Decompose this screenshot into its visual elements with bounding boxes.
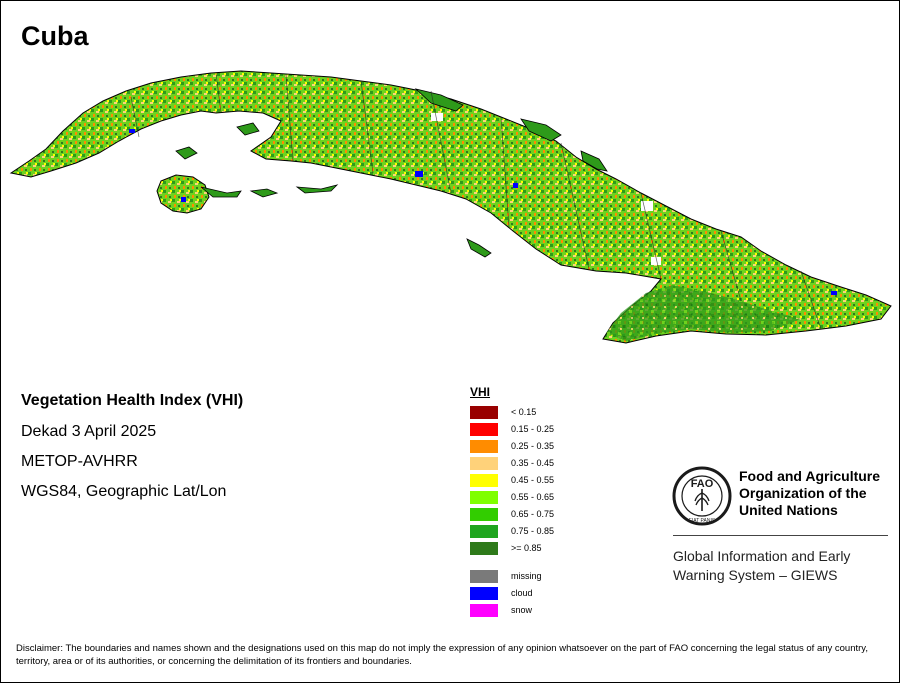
org-line-3: United Nations (739, 502, 838, 518)
fao-logo-motto: FIAT PANIS (689, 518, 716, 524)
legend-label: 0.45 - 0.55 (511, 475, 555, 485)
legend-swatch (470, 542, 498, 555)
legend-label: 0.15 - 0.25 (511, 424, 555, 434)
legend-swatch (470, 474, 498, 487)
cloud-patches (129, 129, 837, 295)
map-title: Vegetation Health Index (VHI) (21, 392, 244, 409)
legend-swatch (470, 423, 498, 436)
org-line-1: Food and Agriculture (739, 468, 881, 484)
legend-label: 0.35 - 0.45 (511, 458, 555, 468)
projection-label: WGS84, Geographic Lat/Lon (21, 483, 227, 500)
eastern-highlands (606, 285, 801, 341)
legend-label: missing (511, 571, 542, 581)
country-title: Cuba (21, 21, 89, 51)
legend-swatch (470, 587, 498, 600)
province-boundaries (130, 72, 822, 330)
legend-swatch (470, 508, 498, 521)
legend-swatch (470, 525, 498, 538)
legend-label: 0.65 - 0.75 (511, 509, 555, 519)
legend-swatch (470, 457, 498, 470)
legend-swatch (470, 440, 498, 453)
divider (673, 535, 888, 536)
fao-logo-icon: FAO FIAT PANIS (672, 466, 732, 526)
giews-system-name: Global Information and Early Warning Sys… (673, 547, 850, 585)
legend-label: cloud (511, 588, 533, 598)
legend-label: snow (511, 605, 533, 615)
cays (175, 88, 608, 258)
missing-patches (431, 113, 661, 265)
legend-label: 0.75 - 0.85 (511, 526, 555, 536)
legend-label: 0.25 - 0.35 (511, 441, 555, 451)
fao-organization-name: Food and Agriculture Organization of the… (739, 468, 880, 519)
sensor-label: METOP-AVHRR (21, 453, 138, 470)
system-line-2: Warning System – GIEWS (673, 567, 838, 583)
legend-swatch (470, 570, 498, 583)
cuba-main-island (9, 70, 892, 344)
fao-logo-text: FAO (691, 478, 714, 490)
legend-label: < 0.15 (511, 407, 537, 417)
system-line-1: Global Information and Early (673, 548, 851, 564)
legend-label: >= 0.85 (511, 543, 542, 553)
legend-label: 0.55 - 0.65 (511, 492, 555, 502)
isla-de-la-juventud (156, 174, 210, 214)
legend-title: VHI (470, 385, 491, 399)
legend-swatch (470, 491, 498, 504)
legend-swatch (470, 406, 498, 419)
legend-swatch (470, 604, 498, 617)
org-line-2: Organization of the (739, 485, 867, 501)
dekad-label: Dekad 3 April 2025 (21, 423, 157, 440)
disclaimer: Disclaimer: The boundaries and names sho… (16, 643, 868, 667)
